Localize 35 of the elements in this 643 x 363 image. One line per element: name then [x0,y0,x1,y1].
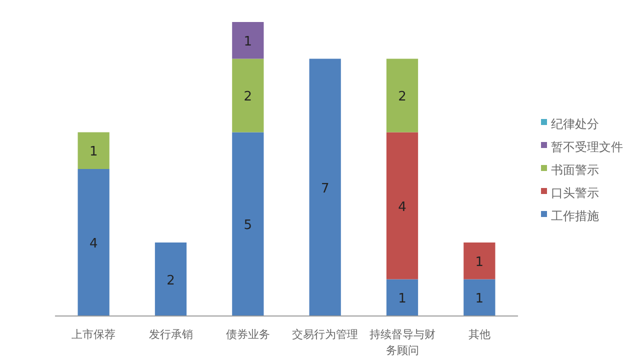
bar [232,58,264,132]
x-tick-label: 上市保荐 [72,328,116,341]
data-label: 2 [166,273,175,288]
data-label: 4 [89,236,98,252]
bar [464,279,496,316]
data-label: 1 [398,292,406,307]
data-label: 1 [475,292,484,307]
x-tick-label: 交易行为管理 [292,328,358,341]
data-label: 1 [475,254,484,270]
data-label: 7 [320,181,330,196]
data-label: 2 [244,90,252,104]
legend-label: 口头警示 [551,186,599,200]
data-label: 2 [398,90,406,104]
legend-label: 纪律处分 [551,117,599,131]
bar [386,58,418,132]
bar [232,22,264,59]
x-tick-label: 其他 [468,328,490,341]
x-tick-label: 持续督导与财务顾问 [369,328,436,357]
data-label: 5 [244,218,252,234]
x-tick-label: 发行承销 [148,328,193,341]
x-tick-label: 债券业务 [226,328,270,341]
bar [309,58,341,316]
bar [386,279,418,316]
data-label: 1 [89,144,98,160]
bar [232,132,264,316]
bar [154,242,187,316]
bar [78,169,110,316]
bar [464,242,496,280]
bar [386,132,418,280]
data-label: 4 [398,200,406,215]
data-label: 1 [244,34,252,50]
legend-label: 工作措施 [551,209,599,223]
bar [78,132,110,169]
legend-label: 书面警示 [551,163,599,177]
legend-label: 暂不受理文件 [551,140,623,154]
